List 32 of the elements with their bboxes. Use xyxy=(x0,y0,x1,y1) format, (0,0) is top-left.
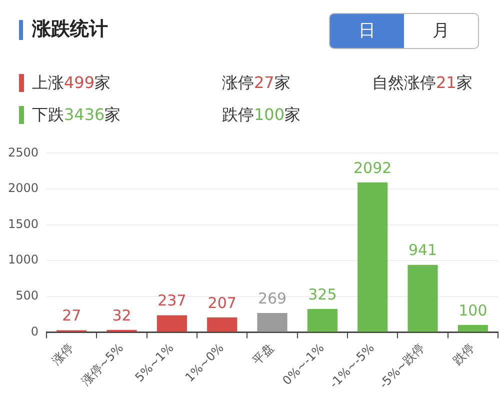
bar xyxy=(307,308,338,332)
bar xyxy=(156,315,187,332)
text: 自然涨停21家 xyxy=(372,73,472,92)
text: 上涨499家 xyxy=(32,73,111,92)
text: 下跌3436家 xyxy=(32,105,121,124)
chart-title: 涨跌统计 xyxy=(32,17,108,42)
text: 涨停27家 xyxy=(222,73,290,92)
y-tick-label: 1000 xyxy=(8,252,39,267)
bar xyxy=(358,182,388,332)
data-label: 269 xyxy=(258,289,287,308)
text: 跌停100家 xyxy=(222,105,301,124)
data-label: 941 xyxy=(408,241,438,260)
bar xyxy=(207,317,238,332)
data-label: 2092 xyxy=(354,158,392,177)
bar xyxy=(458,325,488,332)
y-tick-label: 0 xyxy=(30,324,39,338)
x-tick-label: 跌停 xyxy=(450,340,478,368)
y-tick-label: 500 xyxy=(16,288,39,303)
x-tick-label: 涨停 xyxy=(49,340,76,368)
data-label: 27 xyxy=(62,306,82,325)
bar xyxy=(257,312,288,332)
bar xyxy=(408,264,438,332)
x-tick-label: 平盘 xyxy=(250,340,277,368)
y-tick-label: 2500 xyxy=(8,145,39,160)
day-month-toggle: 日 月 xyxy=(329,13,479,49)
y-tick-label: 2000 xyxy=(8,181,39,196)
y-tick-label: 1500 xyxy=(8,216,39,231)
data-label: 100 xyxy=(458,301,488,320)
data-label: 32 xyxy=(112,306,132,324)
data-label: 207 xyxy=(208,294,236,312)
data-label: 325 xyxy=(308,285,337,304)
data-label: 237 xyxy=(158,292,186,310)
